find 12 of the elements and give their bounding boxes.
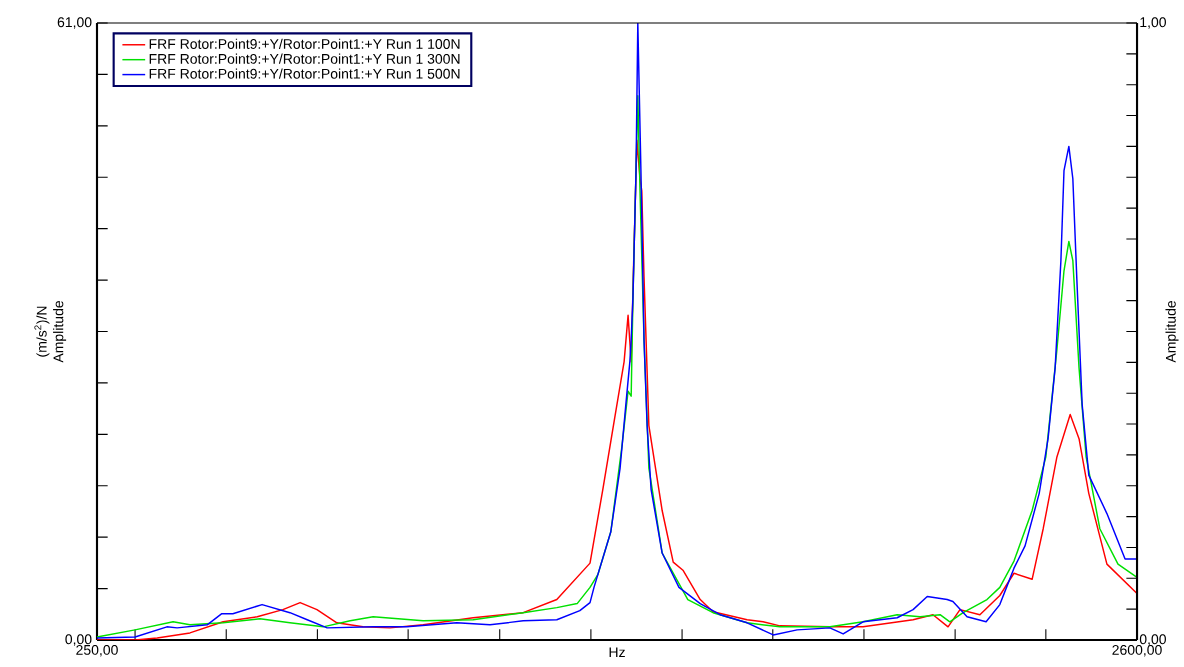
legend-label: FRF Rotor:Point9:+Y/Rotor:Point1:+Y Run 1 300N — [149, 53, 460, 64]
y2-tick-label: 0,00 — [1139, 634, 1166, 646]
legend-label: FRF Rotor:Point9:+Y/Rotor:Point1:+Y Run 1 500N — [149, 68, 460, 79]
x-tick-label: 250,00 — [76, 644, 118, 657]
text: Amplitude — [53, 301, 67, 363]
y-tick-label: 61,00 — [57, 17, 92, 29]
y2-axis-title: Amplitude — [1165, 301, 1179, 363]
y2-tick-label: 1,00 — [1140, 17, 1166, 29]
legend-label: FRF Rotor:Point9:+Y/Rotor:Point1:+Y Run 1 100N — [149, 38, 460, 49]
y-axis-title: (m/s$^{2}$)/N — [34, 306, 50, 357]
x-tick-label: 2600,00 — [1112, 644, 1162, 657]
x-axis-title: Hz — [609, 647, 625, 658]
